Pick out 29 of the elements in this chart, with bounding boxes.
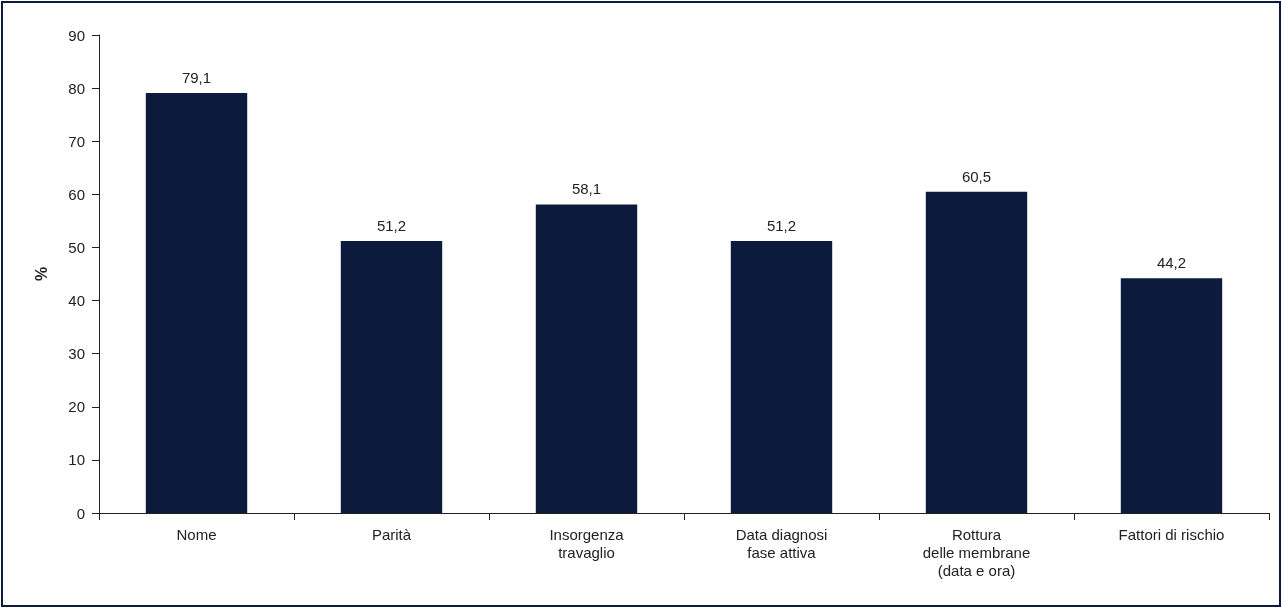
bar <box>1120 278 1223 513</box>
x-tick-label: Insorgenza travaglio <box>549 525 625 561</box>
data-label: 79,1 <box>181 68 212 86</box>
y-tick-label: 30 <box>68 345 85 363</box>
x-tick-label: Fattori di rischio <box>1118 525 1225 543</box>
data-label: 51,2 <box>376 217 407 235</box>
y-tick-label: 50 <box>68 238 85 256</box>
data-label: 58,1 <box>571 180 602 198</box>
y-tick-label: 80 <box>68 79 85 97</box>
bar <box>535 204 638 513</box>
data-label: 60,5 <box>961 167 992 185</box>
data-label: 51,2 <box>766 217 797 235</box>
y-tick-label: 70 <box>68 132 85 150</box>
x-tick-label: Nome <box>176 525 217 543</box>
bar <box>925 191 1028 513</box>
y-tick-label: 40 <box>68 292 85 310</box>
bar <box>340 241 443 513</box>
x-tick-label: Data diagnosi fase attiva <box>735 525 828 561</box>
bar <box>145 92 248 513</box>
y-tick-label: 90 <box>68 26 85 44</box>
data-label: 44,2 <box>1156 254 1187 272</box>
y-tick-label: 20 <box>68 398 85 416</box>
y-axis-title: % <box>32 266 50 282</box>
x-tick-label: Rottura delle membrane (data e ora) <box>922 525 1031 579</box>
y-tick-label: 0 <box>76 504 85 522</box>
y-tick-label: 60 <box>68 185 85 203</box>
bar <box>730 241 833 513</box>
y-tick-label: 10 <box>68 451 85 469</box>
x-tick-label: Parità <box>371 525 412 543</box>
